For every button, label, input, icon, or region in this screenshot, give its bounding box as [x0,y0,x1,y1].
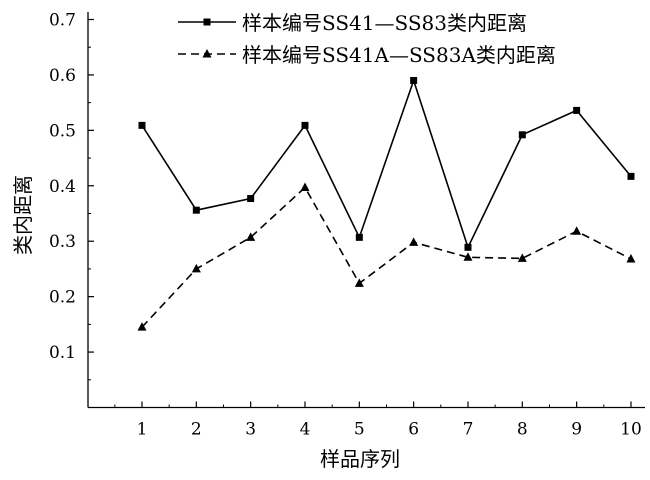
triangle-marker [202,49,212,58]
triangle-marker [300,182,310,191]
series-line [141,186,632,328]
triangle-marker [354,278,364,287]
series-line [141,77,632,250]
triangle-marker [137,322,147,331]
triangle-marker [409,237,419,246]
triangle-marker [191,263,201,273]
legend-label: 样本编号SS41—SS83类内距离 [242,11,527,35]
x-tick-label: 6 [408,420,419,440]
axes: 0.1 0.2 0.3 0.4 0.5 0.6 0.7 1 2 3 4 5 6 7 8 9 10 [49,11,645,440]
square-marker [573,106,581,114]
y-tick-label: 0.4 [49,177,76,197]
x-tick-label: 4 [300,420,311,440]
legend-label: 样本编号SS41A—SS83A类内距离 [242,43,556,67]
y-tick-label: 0.1 [49,343,76,363]
triangle-marker [572,226,582,235]
x-axis-label: 样品序列 [320,447,400,471]
y-tick-label: 0.5 [49,121,76,141]
series-group [137,76,636,331]
x-tick-label: 2 [191,420,202,440]
x-tick-label: 1 [137,420,148,440]
series-1 [138,76,635,251]
square-marker [518,131,526,139]
x-tick-label: 3 [245,420,256,440]
square-marker [192,206,200,214]
x-tick-label: 10 [620,420,642,440]
x-tick-label: 7 [463,420,474,440]
square-marker [464,243,472,251]
square-marker [410,76,418,84]
x-tick-label: 9 [571,420,582,440]
x-tick-label: 8 [517,420,528,440]
series-2 [137,182,636,331]
triangle-marker [517,253,527,262]
triangle-marker [246,232,256,241]
triangle-marker [463,252,473,261]
y-tick-label: 0.3 [49,232,76,252]
y-tick-label: 0.7 [49,11,76,31]
square-marker [627,172,635,180]
y-axis-label: 类内距离 [11,175,35,255]
triangle-marker [626,253,636,263]
x-tick-label: 5 [354,420,365,440]
square-marker [355,233,363,241]
square-marker [138,121,146,129]
square-marker [203,18,211,26]
y-tick-label: 0.6 [49,66,76,86]
square-marker [301,121,309,129]
square-marker [247,195,255,203]
y-tick-label: 0.2 [49,288,76,308]
